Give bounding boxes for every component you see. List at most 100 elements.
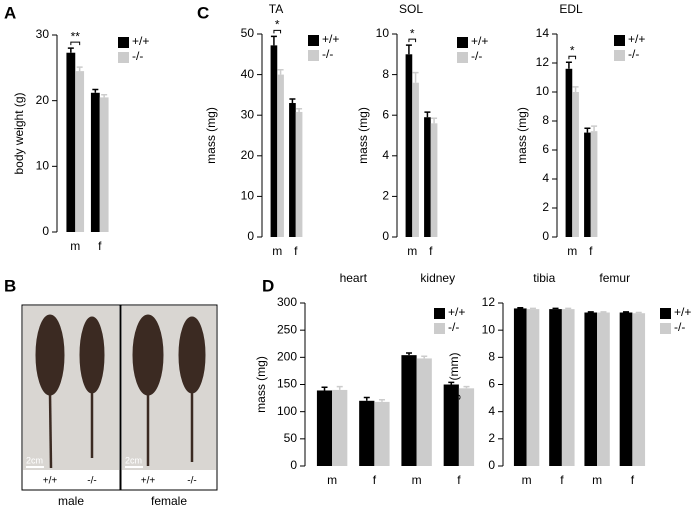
error-bar [363,396,370,401]
y-tick-label: 8 [488,350,495,364]
legend-label: +/+ [471,34,488,48]
bar [565,68,573,237]
error-bar [270,35,277,46]
error-bar [378,398,385,402]
x-tick-label: m [327,473,337,487]
error-bar [289,98,296,104]
y-tick-label: 50 [284,431,298,445]
legend-label: -/- [322,47,333,61]
error-bar [336,385,343,390]
bar [66,52,76,233]
x-tick-label: f [98,239,102,253]
panel-label: B [4,276,16,295]
bar [526,309,540,466]
significance-bracket [568,55,577,60]
error-bar [529,307,536,310]
bar [632,313,646,466]
x-tick-label: m [567,244,577,258]
error-bar [552,307,559,310]
mice [35,314,206,469]
bar [295,111,303,237]
error-bar [92,88,99,93]
y-tick-label: 0 [488,458,495,472]
y-tick-label: 20 [36,93,50,107]
error-bar [463,385,470,389]
y-tick-label: 6 [488,377,495,391]
x-tick-label: f [589,244,593,258]
legend-swatch [118,37,129,48]
group-label: tibia [533,271,555,285]
x-tick-label: f [373,473,377,487]
x-tick-label: f [631,473,635,487]
error-bar [101,94,108,98]
x-tick-label: m [70,239,80,253]
y-axis-label: mass (mg) [204,107,218,164]
significance-label: * [410,26,415,40]
y-tick-label: 0 [247,229,254,243]
legend-swatch [308,35,319,46]
significance-label: * [570,43,575,57]
photo [23,306,119,470]
legend-label: -/- [674,320,685,334]
bar [443,384,459,466]
y-tick-label: 10 [376,26,390,40]
x-tick-label: f [294,244,298,258]
error-bar [600,311,607,313]
panel-label: D [262,276,274,295]
y-axis-label: mass (mg) [254,356,268,413]
error-bar [623,311,630,313]
bar [90,92,100,232]
y-tick-label: 250 [277,322,297,336]
y-tick-label: 4 [542,171,549,185]
y-tick-label: 4 [488,404,495,418]
error-bar [565,61,572,69]
legend-swatch [660,323,671,334]
y-tick-label: 12 [536,55,550,69]
y-tick-label: 0 [42,224,49,238]
bar [332,389,348,466]
y-tick-label: 50 [241,26,255,40]
x-tick-label: f [429,244,433,258]
legend-swatch [308,50,319,61]
scale-bar-label: 2cm [125,455,142,465]
error-bar [321,386,328,391]
group-label: heart [340,271,368,285]
error-bar [424,111,431,118]
significance-label: * [275,18,280,32]
y-tick-label: 4 [382,148,389,162]
bar [359,400,375,466]
photo-panel: 2cm 2cm +/+ -/- +/+ -/- male female [21,304,218,508]
error-bar [584,127,591,133]
bar [412,82,419,237]
y-tick-label: 10 [536,84,550,98]
y-tick-label: 10 [482,322,496,336]
y-tick-label: 150 [277,377,297,391]
sex-label: female [151,494,187,508]
legend-swatch [660,308,671,319]
bar [277,74,284,237]
legend-swatch [614,50,625,61]
group-label: kidney [420,271,455,285]
bar [513,308,527,466]
bar [316,390,333,466]
chart-title: EDL [559,2,583,16]
x-tick-label: m [407,244,417,258]
error-bar [412,71,419,83]
y-tick-label: 2 [382,189,389,203]
bar [458,388,475,466]
y-tick-label: 40 [241,67,255,81]
significance-label: ** [71,29,81,43]
legend-label: -/- [628,47,639,61]
panel-label: C [197,3,209,22]
bar [430,123,438,237]
bar [416,358,432,466]
y-tick-label: 30 [36,27,50,41]
y-tick-label: 200 [277,350,297,364]
legend-label: +/+ [674,305,691,319]
y-axis-label: mass (mg) [515,107,529,164]
group-label: femur [599,271,630,285]
bar [561,309,575,466]
bar [270,45,278,238]
y-tick-label: 6 [542,142,549,156]
